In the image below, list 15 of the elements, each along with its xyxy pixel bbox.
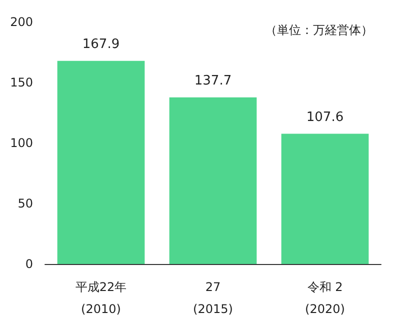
y-tick-label: 200 <box>10 15 33 29</box>
x-tick-label: 令和 2 (2020) <box>305 280 345 316</box>
y-tick-label: 150 <box>10 76 33 90</box>
x-tick-label: 27 (2015) <box>193 280 233 316</box>
annotation: （単位：万経営体） <box>265 23 373 37</box>
y-tick-label: 100 <box>10 136 33 150</box>
bar <box>169 97 257 264</box>
data-label: 137.7 <box>194 73 232 88</box>
y-tick-label: 50 <box>18 196 33 210</box>
x-tick-label: 平成22年 (2010) <box>75 280 127 316</box>
bar <box>57 60 145 264</box>
bar <box>281 134 369 264</box>
data-label: 167.9 <box>82 36 120 52</box>
y-tick-label: 0 <box>25 257 33 271</box>
data-label: 107.6 <box>306 110 344 125</box>
